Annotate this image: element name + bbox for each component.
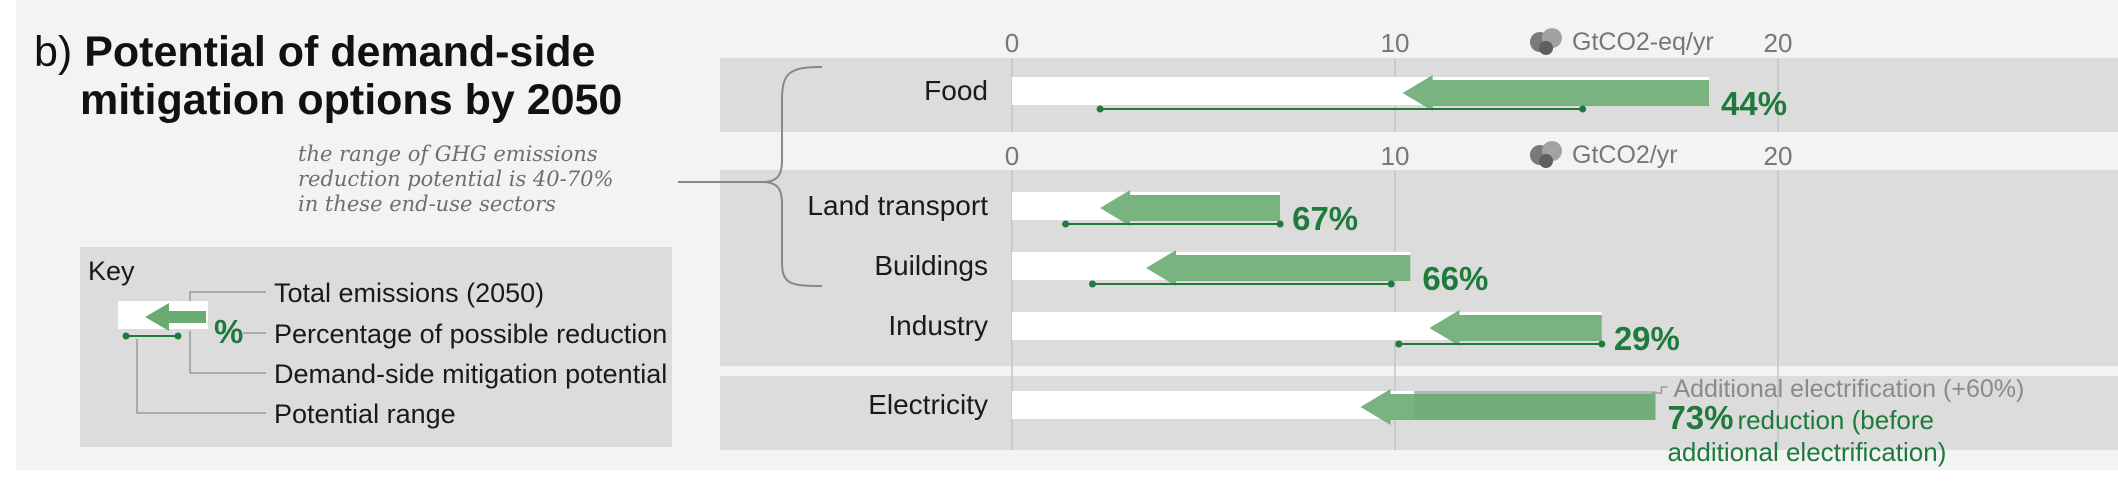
percent-label-industry: 29% [1614, 320, 1680, 357]
key-potential-arrow [145, 303, 206, 331]
potential-arrow-buildings [1146, 250, 1411, 286]
axis-1-unit-label: GtCO2/yr [1572, 141, 1678, 169]
range-start-dot-land-transport [1062, 220, 1070, 228]
percent-label-food: 44% [1721, 85, 1787, 122]
annotation-line-3: in these end-use sectors [298, 192, 556, 216]
rows-layer: Food 44% Land transport 67% Buildings 66% Indu… [807, 75, 2024, 467]
axis-1-tick-label: 20 [1764, 141, 1793, 171]
total-bar-electricity [1012, 391, 1415, 419]
potential-arrow-electricity [1360, 389, 1656, 425]
cloud-icon-part [1539, 154, 1553, 168]
key-range-start-dot [122, 332, 130, 340]
key-leader-total [189, 291, 266, 301]
axis-1-tick-label: 0 [1005, 141, 1019, 171]
potential-arrow-industry [1429, 310, 1602, 346]
percent-label-electricity: 73% [1667, 399, 1733, 436]
percent-label-buildings: 66% [1422, 260, 1488, 297]
cloud-icon [1530, 141, 1562, 168]
axis-0-tick-label: 20 [1764, 28, 1793, 58]
key-title: Key [88, 256, 135, 286]
axes-layer: 0 10 20 GtCO2-eq/yr 0 10 20 GtCO2/yr [1005, 28, 1793, 450]
key-range-end-dot [174, 332, 182, 340]
axis-1-tick-label: 10 [1381, 141, 1410, 171]
category-label-industry: Industry [888, 310, 988, 341]
potential-arrow-food [1402, 75, 1710, 111]
row-food: Food 44% [924, 75, 1787, 122]
row-land-transport: Land transport 67% [807, 190, 1358, 237]
row-electricity: Electricity 73%Additional electrification… [868, 375, 2024, 467]
category-label-electricity: Electricity [868, 389, 988, 420]
title-line-1: Potential of demand-side [84, 28, 596, 76]
cloud-icon [1530, 28, 1562, 55]
additional-electrification-leader [1651, 386, 1668, 394]
key-percent-symbol: % [214, 313, 243, 350]
range-start-dot-food [1096, 105, 1104, 113]
category-label-land-transport: Land transport [807, 190, 988, 221]
range-start-dot-buildings [1088, 280, 1096, 288]
row-industry: Industry 29% [888, 310, 1680, 357]
cloud-icon-part [1539, 41, 1553, 55]
title-line-2: mitigation options by 2050 [80, 76, 623, 124]
range-end-dot-buildings [1387, 280, 1395, 288]
electricity-reduction-line-2: additional electrification) [1667, 437, 1946, 467]
panel-title: b) Potential of demand-side mitigation o… [34, 28, 622, 124]
panel-prefix: b) [34, 28, 73, 76]
percent-label-land-transport: 67% [1292, 200, 1358, 237]
sector-brace [761, 66, 823, 287]
range-end-dot-land-transport [1276, 220, 1284, 228]
axis-0-tick-label: 0 [1005, 28, 1019, 58]
category-label-food: Food [924, 75, 988, 106]
row-buildings: Buildings 66% [874, 250, 1488, 297]
range-end-dot-food [1579, 105, 1587, 113]
key-item-potential: Demand-side mitigation potential [274, 359, 667, 389]
key-leader-potential [189, 331, 266, 374]
annotation-line-2: reduction potential is 40-70% [298, 167, 614, 191]
range-annotation: the range of GHG emissions reduction pot… [298, 142, 678, 217]
key-item-total: Total emissions (2050) [274, 278, 544, 308]
key-leader-range [136, 339, 266, 414]
annotation-line-1: the range of GHG emissions [298, 142, 598, 166]
range-end-dot-industry [1598, 340, 1606, 348]
additional-electrification-label: Additional electrification (+60%) [1673, 375, 2024, 403]
potential-arrow-land-transport [1100, 190, 1281, 226]
key-item-range: Potential range [274, 399, 456, 429]
electricity-reduction-line-1: reduction (before [1737, 405, 1934, 435]
range-start-dot-industry [1395, 340, 1403, 348]
key-box: Key % Total emissions (2050) Percentage … [80, 247, 672, 447]
category-label-buildings: Buildings [874, 250, 988, 281]
axis-0-unit-label: GtCO2-eq/yr [1572, 28, 1714, 56]
axis-0-tick-label: 10 [1381, 28, 1410, 58]
key-item-percent: Percentage of possible reduction [274, 319, 667, 349]
